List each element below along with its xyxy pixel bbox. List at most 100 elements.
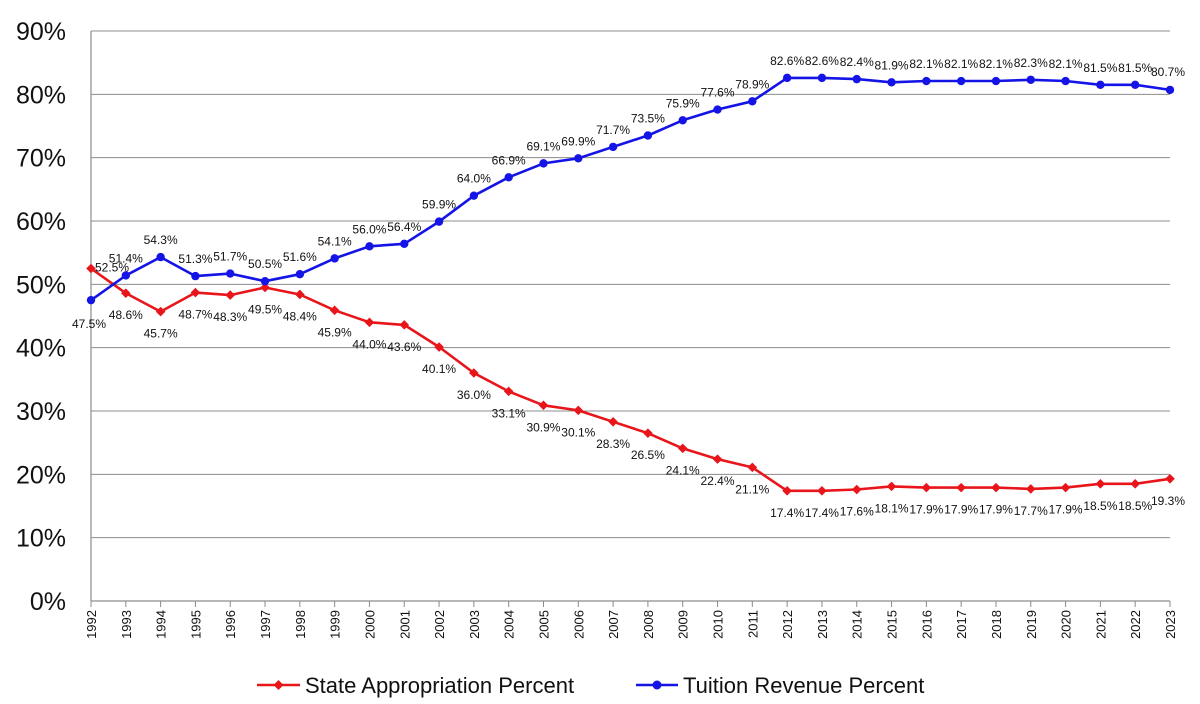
x-tick-label: 2008	[641, 610, 656, 639]
data-label: 21.1%	[735, 482, 769, 496]
data-label: 17.9%	[944, 503, 978, 517]
data-label: 17.9%	[1049, 503, 1083, 517]
data-point	[748, 97, 757, 106]
data-point	[400, 239, 409, 248]
data-label: 77.6%	[701, 86, 735, 100]
data-point	[365, 242, 374, 251]
data-point	[121, 288, 131, 298]
x-tick-label: 2019	[1024, 610, 1039, 639]
data-point	[1130, 80, 1140, 90]
data-label: 82.6%	[805, 54, 839, 68]
x-tick-label: 2009	[676, 610, 691, 639]
data-label: 17.9%	[909, 503, 943, 517]
data-point	[1060, 482, 1071, 493]
data-point	[782, 486, 792, 496]
data-point	[852, 74, 861, 84]
data-label: 51.7%	[213, 250, 247, 264]
x-tick-label: 1997	[258, 610, 273, 639]
data-point	[86, 295, 96, 305]
data-label: 18.1%	[875, 501, 909, 515]
data-label: 33.1%	[492, 406, 526, 420]
data-point	[399, 320, 410, 330]
x-tick-label: 2018	[989, 610, 1004, 639]
data-point	[295, 289, 305, 300]
data-label: 69.9%	[561, 134, 595, 148]
data-point	[643, 428, 653, 438]
x-tick-label: 1992	[84, 610, 99, 639]
x-tick-label: 2001	[397, 610, 412, 639]
data-label: 82.1%	[979, 57, 1013, 71]
axes: 0% 10% 20% 30% 40% 50% 60% 70% 80% 90% 1992 1993 199…	[16, 18, 1178, 639]
data-label: 43.6%	[387, 340, 421, 354]
x-tick-label: 1999	[328, 610, 343, 639]
data-label: 66.9%	[492, 153, 526, 167]
data-point	[574, 154, 583, 163]
data-label: 52.5%	[95, 261, 129, 275]
data-point	[260, 282, 270, 293]
x-tick-label: 2013	[815, 610, 830, 639]
y-tick-label: 70%	[16, 145, 66, 173]
data-point	[503, 386, 514, 397]
data-point	[851, 484, 862, 495]
data-point	[1025, 484, 1036, 494]
data-point	[817, 486, 827, 496]
data-label: 47.5%	[72, 317, 106, 331]
data-point	[991, 76, 1001, 86]
data-point	[364, 317, 375, 328]
x-tick-label: 2014	[850, 610, 865, 639]
data-label: 73.5%	[631, 112, 665, 126]
data-label: 17.4%	[805, 506, 839, 520]
x-tick-label: 2012	[780, 610, 795, 639]
data-label: 48.3%	[213, 310, 247, 324]
data-label: 59.9%	[422, 198, 456, 212]
data-point	[329, 305, 340, 316]
data-label: 56.0%	[352, 222, 386, 236]
data-label: 45.9%	[318, 325, 352, 339]
data-label: 44.0%	[352, 337, 386, 351]
data-point	[573, 405, 584, 416]
data-point	[504, 173, 513, 182]
data-point	[260, 276, 270, 286]
data-point	[886, 481, 897, 492]
data-point	[677, 443, 688, 454]
x-tick-label: 1994	[154, 610, 169, 639]
data-point	[921, 482, 932, 493]
data-point	[956, 482, 966, 493]
data-point	[956, 76, 966, 86]
data-label: 82.1%	[944, 57, 978, 71]
data-label: 22.4%	[701, 474, 735, 488]
x-tick-label: 1996	[223, 610, 238, 639]
data-label: 17.4%	[770, 506, 804, 520]
data-label: 81.9%	[875, 58, 909, 72]
data-point	[1165, 85, 1175, 95]
x-tick-label: 1993	[119, 610, 134, 639]
x-tick-label: 2016	[919, 610, 934, 639]
y-tick-label: 50%	[16, 271, 66, 299]
data-label: 18.5%	[1083, 499, 1117, 513]
series-line	[90, 267, 1171, 493]
data-label: 64.0%	[457, 172, 491, 186]
data-point	[1130, 479, 1140, 489]
data-point	[295, 270, 305, 279]
data-label: 54.3%	[144, 233, 178, 247]
data-label: 17.9%	[979, 503, 1013, 517]
data-label: 80.7%	[1151, 65, 1185, 79]
data-label: 18.5%	[1118, 499, 1152, 513]
data-label: 51.3%	[178, 252, 212, 266]
y-tick-label: 80%	[16, 81, 66, 109]
data-label: 26.5%	[631, 448, 665, 462]
legend: State Appropriation Percent Tuition Reven…	[257, 673, 924, 698]
data-point	[922, 76, 931, 86]
data-point	[155, 306, 166, 317]
gridlines	[91, 30, 1170, 539]
y-tick-label: 90%	[16, 18, 66, 46]
data-point	[747, 462, 758, 473]
data-point	[1165, 473, 1175, 484]
data-point	[991, 482, 1001, 493]
data-point	[538, 400, 549, 411]
legend-label: State Appropriation Percent	[305, 673, 574, 698]
data-label: 51.6%	[283, 250, 317, 264]
y-tick-label: 40%	[16, 335, 66, 363]
x-tick-label: 2004	[502, 610, 517, 639]
